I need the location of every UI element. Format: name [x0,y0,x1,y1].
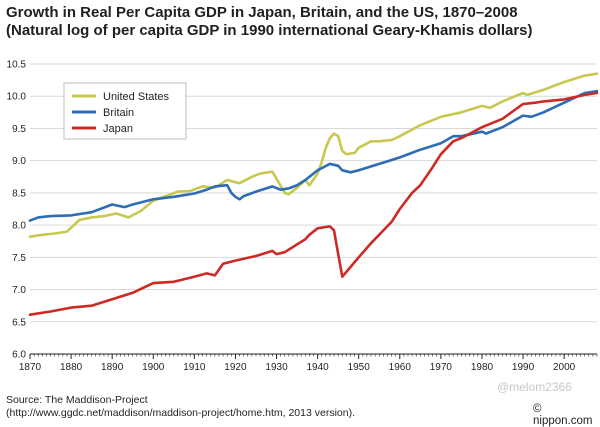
x-axis-ticks: 1870 1880 1890 1900 1910 1920 1930 1940 1950 1960… [19,354,598,373]
y-tick-label: 10.0 [7,92,27,103]
y-tick-label: 6.0 [12,350,26,361]
chart-title: Growth in Real Per Capita GDP in Japan, … [6,4,596,40]
y-tick-label: 6.5 [12,317,26,328]
y-axis-ticks: 6.0 6.5 7.0 7.5 8.0 8.5 9.0 9.5 10.0 10.5 [7,60,27,361]
y-tick-label: 7.5 [12,253,26,264]
x-tick-label: 1950 [348,362,371,373]
y-tick-label: 8.0 [12,221,26,232]
x-tick-label: 1960 [389,362,412,373]
x-tick-label: 1890 [101,362,124,373]
x-tick-label: 2000 [553,362,576,373]
legend-label-united-states: United States [103,91,170,103]
series-line-japan [28,91,599,316]
y-tick-label: 8.5 [12,188,26,199]
x-tick-label: 1970 [430,362,453,373]
legend-label-japan: Japan [103,123,133,135]
y-tick-label: 9.0 [12,156,26,167]
x-tick-label: 1920 [224,362,247,373]
x-tick-label: 1900 [142,362,165,373]
x-tick-label: 1870 [19,362,42,373]
source-note: Source: The Maddison-Project (http://www… [6,394,355,420]
x-tick-label: 1910 [183,362,206,373]
title-line-1: Growth in Real Per Capita GDP in Japan, … [6,4,518,21]
series-line-britain [28,89,599,222]
y-tick-label: 10.5 [7,60,27,71]
x-tick-label: 1990 [512,362,535,373]
x-tick-label: 1940 [306,362,329,373]
title-line-2: (Natural log of per capita GDP in 1990 i… [6,22,533,39]
credit-logo: © nippon.com [533,403,593,427]
legend: United States Britain Japan [63,82,187,140]
watermark: @melom2366 [497,380,572,394]
x-tick-label: 1980 [471,362,494,373]
x-tick-label: 1930 [265,362,288,373]
line-chart: 6.0 6.5 7.0 7.5 8.0 8.5 9.0 9.5 10.0 10.5 1870 188… [7,60,599,373]
x-tick-label: 1880 [60,362,83,373]
y-tick-label: 9.5 [12,124,26,135]
y-tick-label: 7.0 [12,285,26,296]
series-line-united-states [28,72,599,238]
legend-label-britain: Britain [103,107,134,119]
source-line-1: Source: The Maddison-Project [6,394,148,406]
source-line-2: (http://www.ggdc.net/maddison/maddison-p… [6,407,356,419]
series-lines [28,72,599,316]
